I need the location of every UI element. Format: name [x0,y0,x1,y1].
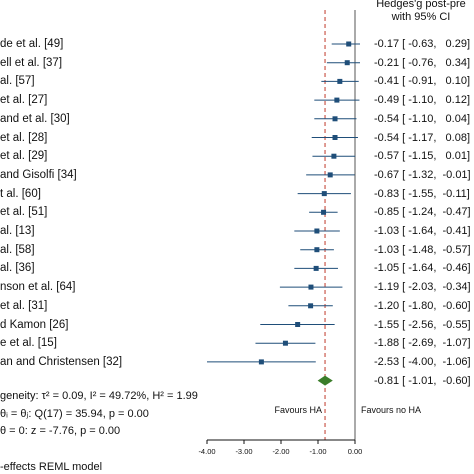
study-effect-text: -1.19 [ -2.03, -0.34] [374,281,471,294]
study-label: d Kamon [26] [0,318,69,331]
study-effect-text: -0.41 [ -0.91, 0.10] [374,75,471,88]
study-marker [334,97,340,103]
column-header-line1: Hedges'g post-pre [376,0,466,10]
study-effect-text: -2.53 [ -4.00, -1.06] [374,355,471,368]
model-note: -effects REML model [0,461,103,473]
study-marker [332,135,338,140]
study-effect-text: -1.05 [ -1.64, -0.46] [374,262,471,275]
study-label: et al. [51] [0,206,48,219]
study-marker [344,60,350,66]
column-header-line2: with 95% CI [391,11,451,23]
overall-effect-test: θ = 0: z = -7.76, p = 0.00 [0,425,121,437]
overall-effect-text: -0.81 [ -1.01, -0.60] [374,374,471,387]
study-effect-text: -0.49 [ -1.10, 0.12] [374,94,471,107]
study-label: t al. [60] [0,187,41,200]
x-axis-tick-label: 0.00 [348,447,363,456]
study-effect-text: -1.88 [ -2.69, -1.07] [374,337,471,350]
study-label: et al. [28] [0,131,48,144]
study-label: de et al. [49] [0,38,64,50]
study-label: and et al. [30] [0,112,70,125]
study-label: nson et al. [64] [0,281,76,294]
favours-left-label: Favours HA [275,405,323,415]
study-marker [332,116,338,122]
study-label: al. [36] [0,262,35,275]
study-marker [331,153,337,159]
study-effect-text: -0.54 [ -1.10, 0.04] [374,112,471,125]
x-axis-tick-label: -4.00 [198,447,215,456]
study-label: et al. [27] [0,94,48,107]
study-label: an and Christensen [32] [0,355,123,368]
study-effect-text: -0.54 [ -1.17, 0.08] [374,131,471,144]
x-axis-tick-label: -1.00 [309,447,326,456]
study-marker [346,41,352,47]
study-label: et al. [29] [0,150,48,163]
study-label: ell et al. [37] [0,56,63,69]
study-effect-text: -1.03 [ -1.48, -0.57] [374,243,471,256]
study-marker [314,228,320,234]
study-effect-text: -0.83 [ -1.55, -0.11] [374,187,470,200]
study-label: and Gisolfi [34] [0,168,77,181]
study-marker [258,359,264,365]
heterogeneity-stat: geneity: τ² = 0.09, I² = 49.72%, H² = 1.… [0,390,198,402]
study-marker [314,247,320,253]
study-effect-text: -1.20 [ -1.80, -0.60] [374,299,471,312]
study-marker [313,265,319,271]
study-effect-text: -0.67 [ -1.32, -0.01] [374,168,471,181]
study-label: e et al. [15] [0,337,57,350]
study-marker [308,303,314,309]
favours-right-label: Favours no HA [361,405,421,415]
study-effect-text: -0.57 [ -1.15, 0.01] [374,150,471,163]
x-axis-tick-label: -3.00 [235,447,252,456]
study-label: al. [57] [0,75,35,88]
study-effect-text: -0.21 [ -0.76, 0.34] [374,56,471,69]
study-marker [282,340,288,346]
study-effect-text: -0.85 [ -1.24, -0.47] [374,206,471,219]
study-effect-text: -1.03 [ -1.64, -0.41] [374,225,471,237]
study-marker [321,209,327,215]
study-label: et al. [31] [0,299,48,312]
study-effect-text: -0.17 [ -0.63, 0.29] [374,38,471,50]
study-marker [295,322,301,327]
study-effect-text: -1.55 [ -2.56, -0.55] [374,318,471,331]
study-marker [308,284,314,290]
study-marker [337,78,343,84]
homogeneity-test: θᵢ = θⱼ: Q(17) = 35.94, p = 0.00 [0,408,149,420]
study-marker [327,172,333,178]
study-marker [321,191,327,197]
study-label: al. [58] [0,243,35,256]
x-axis-tick-label: -2.00 [272,447,289,456]
overall-diamond [317,375,333,386]
study-label: al. [13] [0,225,35,237]
